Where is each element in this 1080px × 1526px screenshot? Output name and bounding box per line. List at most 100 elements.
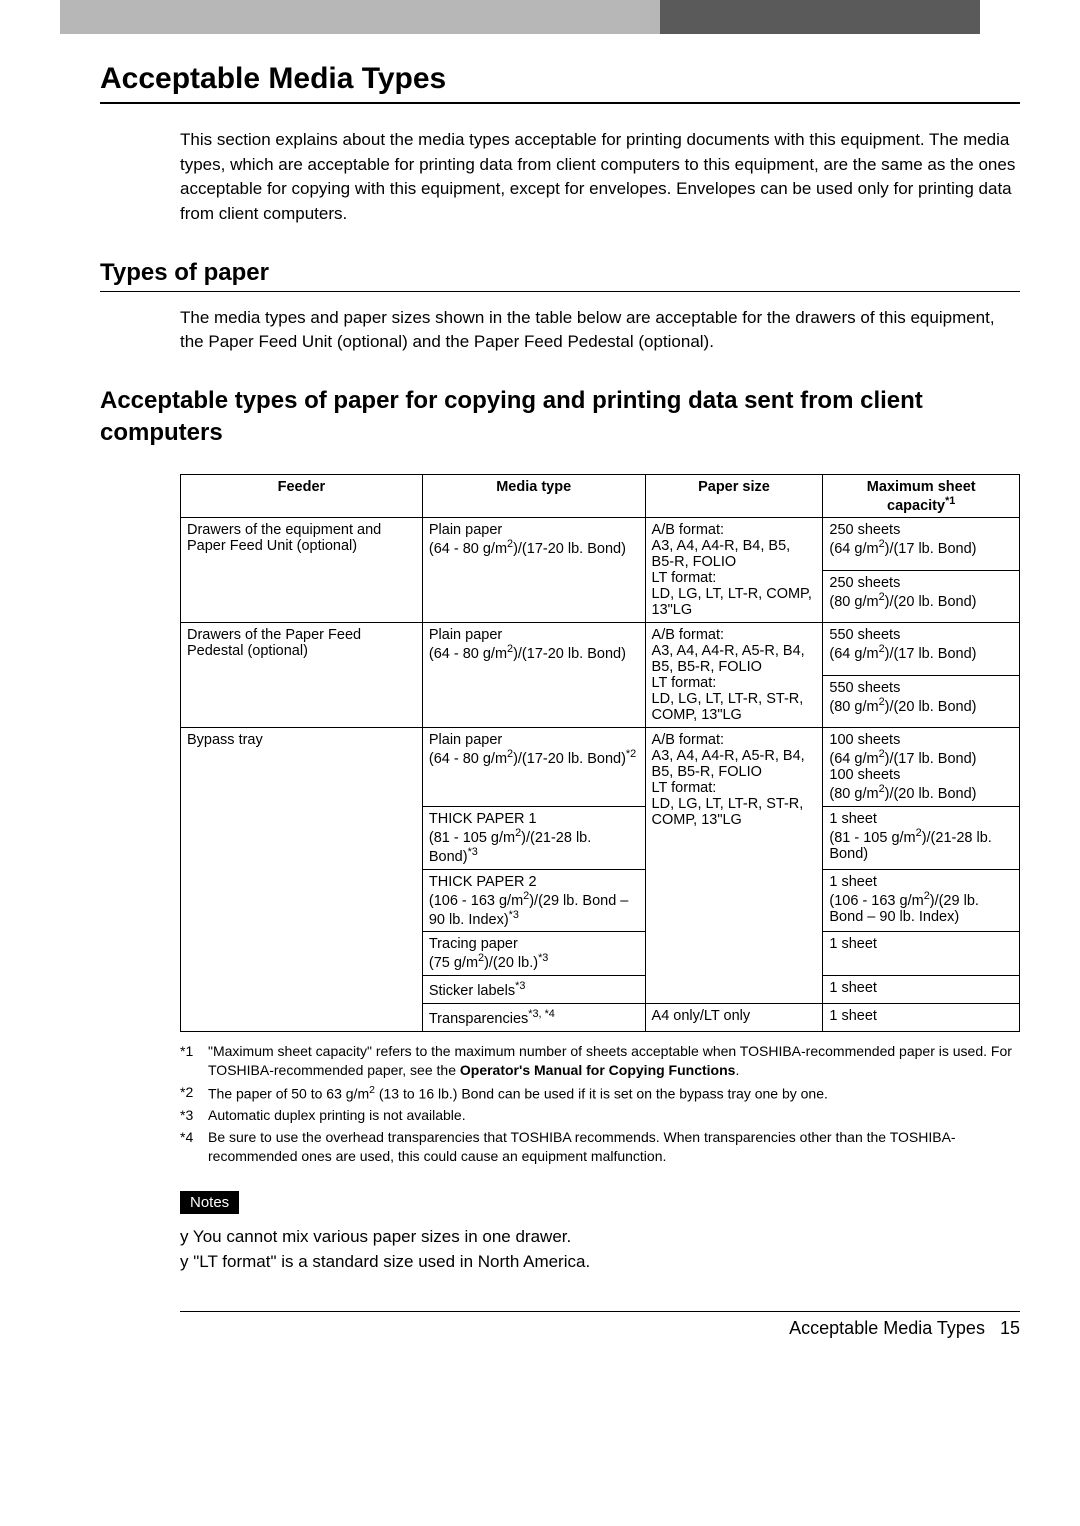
r3-c3a: 1 sheet [829,874,877,890]
cell-cap-bypass-thick1: 1 sheet (81 - 105 g/m2)/(21-28 lb. Bond) [823,807,1020,870]
r3-m3-l1: THICK PAPER 2 [429,874,537,890]
r1-media-l1: Plain paper [429,522,502,538]
fn1-mark: *1 [180,1042,208,1080]
r2-media-l2a: (64 - 80 g/m [429,646,507,662]
subsection-acceptable-types: Acceptable types of paper for copying an… [100,385,1020,450]
cell-cap-bypass-tracing: 1 sheet [823,932,1020,976]
page-footer: Acceptable Media Types 15 [180,1311,1020,1339]
r3-c1b2: )/(17 lb. Bond) [885,751,977,767]
r3-m2-l1: THICK PAPER 1 [429,811,537,827]
r1-media-l2b: )/(17-20 lb. Bond) [513,541,626,557]
cell-size-bypass: A/B format: A3, A4, A4-R, A5-R, B4, B5, … [645,728,823,1004]
page-title: Acceptable Media Types [100,62,1020,104]
r3-c1a: 100 sheets [829,732,900,748]
fn2a: The paper of 50 to 63 g/m [208,1085,369,1101]
cell-size-transp: A4 only/LT only [645,1004,823,1032]
cell-cap-bypass-plain: 100 sheets (64 g/m2)/(17 lb. Bond) 100 s… [823,728,1020,807]
r3-m6-sup: *3, *4 [528,1008,555,1020]
r2-media-l1: Plain paper [429,627,502,643]
fn2-text: The paper of 50 to 63 g/m2 (13 to 16 lb.… [208,1083,828,1104]
cell-media-r1: Plain paper (64 - 80 g/m2)/(17-20 lb. Bo… [422,518,645,623]
r3-c2b1: (81 - 105 g/m [829,830,915,846]
cell-feeder-pedestal: Drawers of the Paper Feed Pedestal (opti… [181,623,423,728]
r3-m1-l2a: (64 - 80 g/m [429,751,507,767]
fn2-mark: *2 [180,1083,208,1104]
th-capacity: Maximum sheet capacity*1 [823,474,1020,518]
fn1c: . [735,1062,739,1078]
fn3-text: Automatic duplex printing is not availab… [208,1106,466,1125]
th-feeder: Feeder [181,474,423,518]
footnotes: *1 "Maximum sheet capacity" refers to th… [180,1042,1020,1166]
r1-cap-c: 250 sheets [829,575,900,591]
cell-cap-bypass-thick2: 1 sheet (106 - 163 g/m2)/(29 lb. Bond – … [823,869,1020,932]
r2-cap-a: 550 sheets [829,627,900,643]
footer-text: Acceptable Media Types [789,1318,985,1338]
r1-cap-b2: )/(17 lb. Bond) [885,541,977,557]
section-types-of-paper: Types of paper [100,259,1020,292]
cell-size-r1: A/B format: A3, A4, A4-R, B4, B5, B5-R, … [645,518,823,623]
r2-media-l2b: )/(17-20 lb. Bond) [513,646,626,662]
r1-cap-a: 250 sheets [829,522,900,538]
cell-media-bypass-thick2: THICK PAPER 2 (106 - 163 g/m2)/(29 lb. B… [422,869,645,932]
r2-cap-d1: (80 g/m [829,699,878,715]
r3-m1-sup: *2 [626,748,636,760]
r3-m4-l2a: (75 g/m [429,955,478,971]
r3-m1-l1: Plain paper [429,732,502,748]
fn4-mark: *4 [180,1128,208,1166]
r3-m5-sup: *3 [515,980,525,992]
header-bar-inner [60,0,660,34]
r3-m6: Transparencies [429,1011,528,1027]
th-media: Media type [422,474,645,518]
r2-cap-b1: (64 g/m [829,646,878,662]
r3-m5: Sticker labels [429,983,515,999]
r3-m3-l2a: (106 - 163 g/m [429,893,523,909]
r3-c1b1: (64 g/m [829,751,878,767]
fn2b: (13 to 16 lb.) Bond can be used if it is… [375,1085,828,1101]
notes-label: Notes [180,1191,239,1214]
th-capacity-l1: Maximum sheet [867,479,976,495]
header-bar [60,0,980,34]
r1-cap-d1: (80 g/m [829,594,878,610]
cell-cap-r1b: 250 sheets (80 g/m2)/(20 lb. Bond) [823,570,1020,623]
types-of-paper-text: The media types and paper sizes shown in… [180,306,1020,355]
r3-c3b1: (106 - 163 g/m [829,893,923,909]
r1-media-l2a: (64 - 80 g/m [429,541,507,557]
cell-feeder-drawers-equipment: Drawers of the equipment and Paper Feed … [181,518,423,623]
cell-feeder-bypass: Bypass tray [181,728,423,1031]
cell-cap-r2a: 550 sheets (64 g/m2)/(17 lb. Bond) [823,623,1020,676]
notes-list: You cannot mix various paper sizes in on… [180,1224,1020,1275]
cell-size-r2: A/B format: A3, A4, A4-R, A5-R, B4, B5, … [645,623,823,728]
cell-cap-r1a: 250 sheets (64 g/m2)/(17 lb. Bond) [823,518,1020,571]
r3-c1d2: )/(20 lb. Bond) [885,786,977,802]
cell-media-bypass-tracing: Tracing paper (75 g/m2)/(20 lb.)*3 [422,932,645,976]
r3-m4-l1: Tracing paper [429,936,518,952]
r3-m2-l2a: (81 - 105 g/m [429,830,515,846]
r3-m3-sup: *3 [509,909,519,921]
r3-m4-sup: *3 [538,952,548,964]
fn1-text: "Maximum sheet capacity" refers to the m… [208,1042,1020,1080]
media-types-table: Feeder Media type Paper size Maximum she… [180,474,1020,1032]
r1-cap-b1: (64 g/m [829,541,878,557]
cell-media-bypass-sticker: Sticker labels*3 [422,976,645,1004]
cell-cap-bypass-sticker: 1 sheet [823,976,1020,1004]
r3-m1-l2b: )/(17-20 lb. Bond) [513,751,626,767]
cell-media-bypass-thick1: THICK PAPER 1 (81 - 105 g/m2)/(21-28 lb.… [422,807,645,870]
r3-c1c: 100 sheets [829,767,900,783]
th-size: Paper size [645,474,823,518]
footer-page: 15 [1000,1318,1020,1338]
note-1: You cannot mix various paper sizes in on… [180,1224,1020,1250]
intro-text: This section explains about the media ty… [180,128,1020,227]
r2-cap-b2: )/(17 lb. Bond) [885,646,977,662]
r3-m2-sup: *3 [468,846,478,858]
cell-cap-r2b: 550 sheets (80 g/m2)/(20 lb. Bond) [823,675,1020,728]
note-2: "LT format" is a standard size used in N… [180,1249,1020,1275]
r3-m4-l2b: )/(20 lb.) [484,955,538,971]
cell-media-bypass-plain: Plain paper (64 - 80 g/m2)/(17-20 lb. Bo… [422,728,645,807]
th-capacity-l2: capacity [887,497,945,513]
fn1b: Operator's Manual for Copying Functions [460,1062,736,1078]
r1-cap-d2: )/(20 lb. Bond) [885,594,977,610]
r3-c1d1: (80 g/m [829,786,878,802]
fn3-mark: *3 [180,1106,208,1125]
r2-cap-d2: )/(20 lb. Bond) [885,699,977,715]
r2-cap-c: 550 sheets [829,680,900,696]
